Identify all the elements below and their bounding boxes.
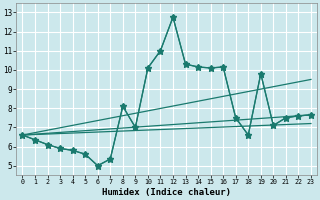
X-axis label: Humidex (Indice chaleur): Humidex (Indice chaleur) xyxy=(102,188,231,197)
